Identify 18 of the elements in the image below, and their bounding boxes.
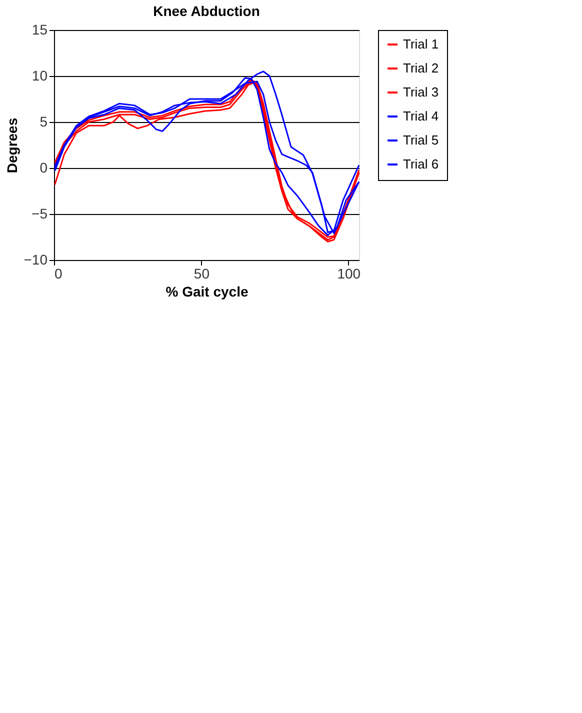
y-tick-label: −10 [24, 252, 48, 268]
legend-label: Trial 4 [403, 108, 439, 124]
x-tick-label: 100 [337, 266, 361, 282]
chart-title: Knee Abduction [153, 3, 260, 19]
x-tick-label: 50 [194, 266, 210, 282]
y-tick-label: 5 [40, 114, 48, 130]
legend-label: Trial 3 [403, 84, 439, 100]
y-tick-label: 15 [32, 22, 48, 38]
x-tick-label: 0 [54, 266, 62, 282]
legend-label: Trial 1 [403, 36, 439, 52]
y-tick-label: 10 [32, 68, 48, 84]
y-tick-label: 0 [40, 160, 48, 176]
legend-label: Trial 2 [403, 60, 439, 76]
y-axis-title: Degrees [4, 118, 20, 174]
y-tick-label: −5 [32, 206, 48, 222]
legend-label: Trial 5 [403, 132, 439, 148]
legend-label: Trial 6 [403, 156, 439, 172]
x-axis-title: % Gait cycle [166, 284, 248, 300]
